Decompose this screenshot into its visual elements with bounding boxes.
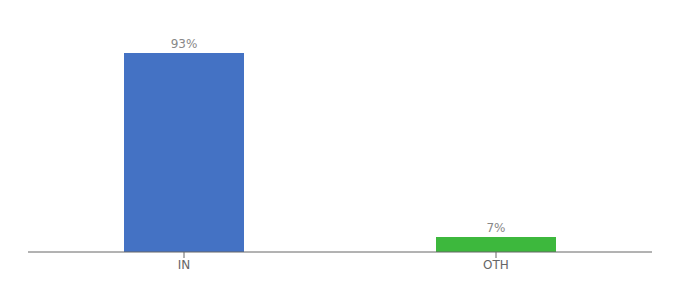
svg-text:7%: 7% bbox=[486, 221, 505, 235]
svg-text:OTH: OTH bbox=[483, 258, 509, 272]
svg-text:93%: 93% bbox=[171, 37, 198, 51]
svg-text:IN: IN bbox=[178, 258, 191, 272]
